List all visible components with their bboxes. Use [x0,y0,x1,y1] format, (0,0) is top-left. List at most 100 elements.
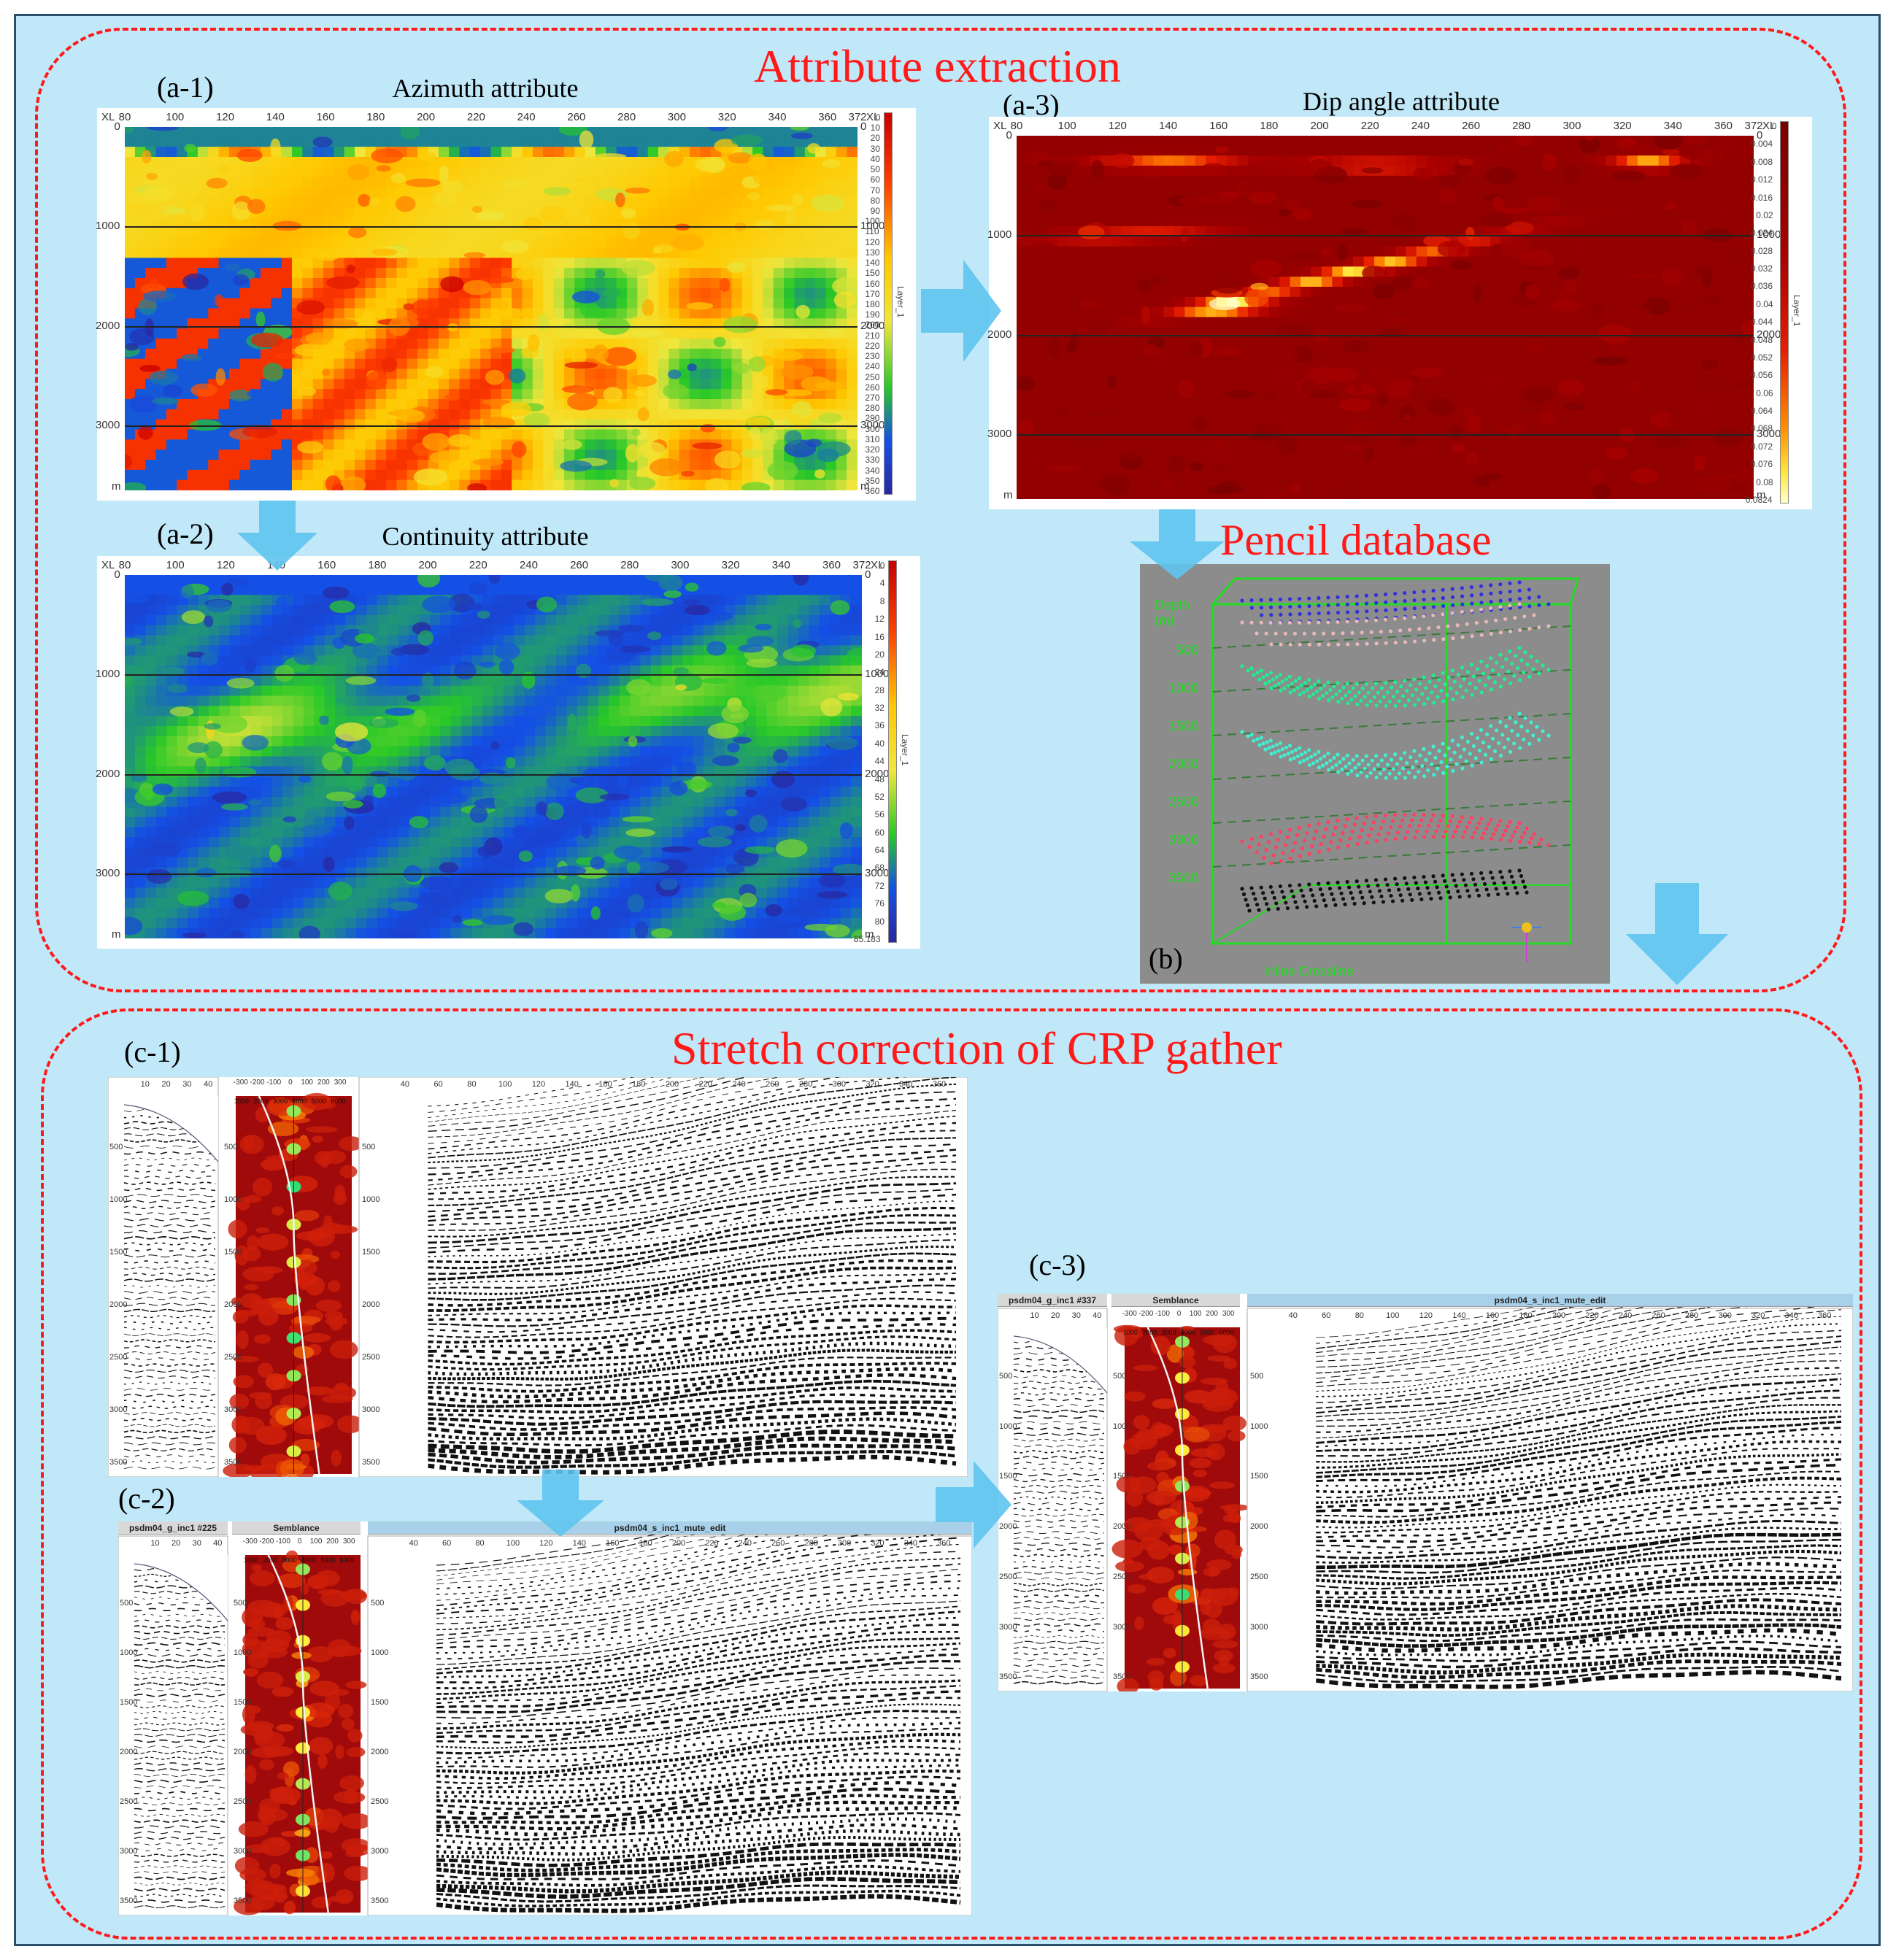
azimuth-field-cell [847,247,858,259]
continuity-field-cell [293,726,305,738]
azimuth-colorbar-label: 210 [865,330,880,341]
continuity-field-cell [134,756,147,768]
azimuth-field-cell [239,399,252,411]
continuity-field-cell [219,776,231,788]
continuity-field-cell [745,756,758,768]
continuity-field-cell [388,827,400,838]
azimuth-field-cell [155,450,168,461]
continuity-field-cell [388,776,400,788]
continuity-field-cell [271,625,284,636]
azimuth-field-cell [396,339,409,350]
azimuth-field-cell [563,268,576,279]
continuity-field-cell [714,584,726,596]
azimuth-field-cell [228,237,241,249]
continuity-field-cell [577,575,589,586]
continuity-field-cell [482,675,494,687]
azimuth-field-cell [585,339,597,350]
azimuth-field-cell [836,187,848,198]
azimuth-field-cell [490,197,503,209]
azimuth-field-cell [312,157,325,169]
azimuth-field-cell [469,227,482,239]
continuity-field-cell [398,605,410,617]
azimuth-field-cell [145,450,158,461]
continuity-field-cell [809,857,821,869]
continuity-field-cell [777,787,789,798]
azimuth-field-cell [574,369,587,380]
azimuth-field-cell [731,479,744,490]
continuity-field-cell [188,817,199,828]
continuity-field-cell [650,645,663,657]
continuity-field-cell [261,796,273,809]
azimuth-texture-blob [181,353,203,361]
azimuth-field-cell [731,247,744,259]
azimuth-field-cell [490,479,503,490]
continuity-field-cell [314,776,326,788]
azimuth-field-cell [847,157,858,169]
azimuth-field-cell [763,127,775,138]
azimuth-field-cell [459,136,471,148]
continuity-field-cell [493,605,505,617]
continuity-field-cell [535,756,547,768]
continuity-field-cell [125,867,136,879]
azimuth-field-cell [365,450,377,461]
continuity-field-cell [398,787,410,798]
continuity-field-cell [798,756,810,768]
azimuth-texture-blob [382,357,398,373]
panel-label-c1: (c-1) [124,1035,181,1068]
azimuth-field-cell [731,177,744,188]
azimuth-field-cell [417,328,429,340]
continuity-field-cell [345,614,358,627]
azimuth-field-cell [365,288,377,300]
azimuth-field-cell [302,127,315,138]
azimuth-field-cell [512,460,524,471]
azimuth-field-cell [784,157,795,169]
continuity-field-cell [661,806,674,818]
azimuth-texture-blob [806,439,822,447]
azimuth-field-cell [228,409,241,421]
azimuth-field-cell [449,479,460,490]
pencil-database-title: Pencil database [1220,516,1492,564]
azimuth-field-cell [250,127,262,138]
continuity-field-cell [314,766,326,778]
continuity-field-cell [388,665,400,677]
continuity-field-cell [714,575,726,586]
continuity-field-cell [461,706,474,717]
continuity-field-cell [671,806,684,818]
azimuth-field-cell [365,358,377,370]
azimuth-field-cell [480,258,492,269]
continuity-field-cell [798,595,810,606]
azimuth-field-cell [784,187,795,198]
azimuth-field-cell [794,177,806,188]
continuity-field-cell [493,635,505,647]
continuity-field-cell [535,867,547,879]
azimuth-field-cell [480,136,492,148]
continuity-field-cell [377,645,389,657]
azimuth-field-cell [815,258,827,269]
azimuth-field-cell [606,308,618,320]
azimuth-field-cell [784,147,795,158]
azimuth-field-cell [574,479,587,490]
azimuth-field-cell [752,288,764,300]
azimuth-field-cell [344,197,356,209]
continuity-field-cell [545,736,558,748]
azimuth-field-cell [166,429,178,441]
continuity-field-cell [735,665,747,677]
azimuth-field-cell [773,409,785,421]
azimuth-field-cell [574,227,587,239]
continuity-field-cell [145,584,158,596]
continuity-field-cell [830,716,842,728]
continuity-field-cell [619,595,631,606]
azimuth-field-cell [155,339,168,350]
azimuth-field-cell [469,298,482,309]
continuity-field-cell [735,614,747,627]
continuity-field-cell [198,837,210,849]
continuity-field-cell [566,695,579,707]
azimuth-field-cell [449,247,460,259]
continuity-field-cell [682,645,695,657]
azimuth-field-cell [302,419,315,431]
continuity-field-cell [693,726,705,738]
azimuth-field-cell [480,328,492,340]
azimuth-field-cell [815,247,827,259]
azimuth-field-cell [522,136,534,148]
azimuth-field-cell [312,460,325,471]
